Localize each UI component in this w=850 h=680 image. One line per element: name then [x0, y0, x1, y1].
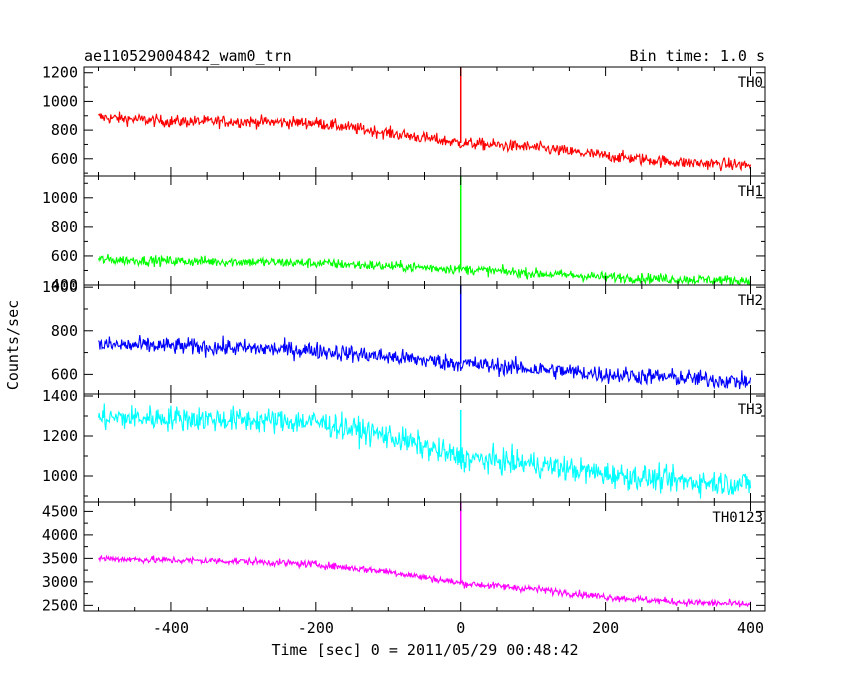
y-tick-label: 1000 [42, 278, 78, 296]
y-tick-label: 1200 [42, 427, 78, 445]
y-tick-label: 1000 [42, 467, 78, 485]
panel-frame-th0123 [83, 501, 766, 612]
panel-label-th2: TH2 [738, 293, 763, 309]
panel-th1: 400 600 800 1000 TH1 [42, 175, 766, 294]
y-axis-label: Counts/sec [4, 300, 22, 390]
y-tick-label: 3500 [42, 549, 78, 567]
panel-label-th3: TH3 [738, 402, 763, 418]
series-line-th1 [97, 254, 752, 285]
panel-label-th0123: TH0123 [712, 510, 763, 526]
panel-label-th1: TH1 [738, 184, 763, 200]
x-tick-label: 0 [456, 619, 465, 637]
x-tick-label: 400 [737, 619, 764, 637]
panel-frame-th1 [83, 175, 766, 286]
series-line-th0123 [98, 554, 752, 608]
bin-time-label: Bin time: 1.0 s [630, 47, 765, 65]
y-tick-label: 2500 [42, 596, 78, 614]
chart-title: ae110529004842_wam0_trn [84, 47, 292, 65]
panel-th3: 1000 1200 1400 TH3 [42, 387, 766, 503]
series-line-th0 [98, 111, 752, 172]
x-axis-label: Time [sec] 0 = 2011/05/29 00:48:42 [271, 641, 578, 659]
x-tick-label: 200 [592, 619, 619, 637]
panel-label-th0: TH0 [738, 75, 763, 91]
x-tick-label: -200 [298, 619, 334, 637]
y-tick-label: 600 [51, 150, 78, 168]
y-tick-label: 4500 [42, 502, 78, 520]
y-tick-label: 600 [51, 247, 78, 265]
y-tick-label: 4000 [42, 526, 78, 544]
y-tick-label: 3000 [42, 573, 78, 591]
panels-group: 600 800 1000 1200 TH0 400 600 800 1000 TH1 600 800 1… [42, 64, 766, 637]
panel-th0: 600 800 1000 1200 TH0 [42, 64, 766, 177]
y-tick-label: 1000 [42, 92, 78, 110]
series-line-th3 [97, 403, 752, 499]
y-tick-label: 800 [51, 218, 78, 236]
y-tick-label: 600 [51, 365, 78, 383]
panel-th2: 600 800 1000 TH2 [42, 278, 766, 395]
y-tick-label: 800 [51, 322, 78, 340]
panel-th0123: 2500 3000 3500 4000 4500 TH0123 [42, 501, 766, 614]
series-line-th2 [98, 335, 752, 390]
y-tick-label: 1200 [42, 64, 78, 82]
y-tick-label: 1000 [42, 189, 78, 207]
y-tick-label: 800 [51, 121, 78, 139]
x-tick-label: -400 [153, 619, 189, 637]
y-tick-label: 1400 [42, 387, 78, 405]
y-tick-label: 400 [51, 276, 78, 294]
